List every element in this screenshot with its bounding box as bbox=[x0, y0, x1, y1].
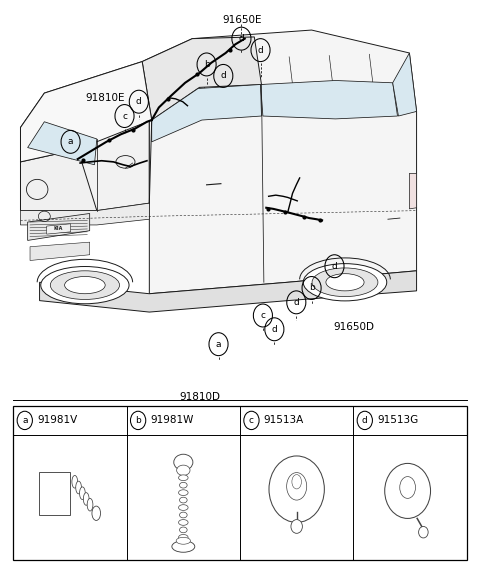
Circle shape bbox=[291, 520, 302, 533]
Text: 91810E: 91810E bbox=[85, 93, 124, 103]
Ellipse shape bbox=[179, 490, 188, 495]
Ellipse shape bbox=[172, 541, 195, 552]
Text: d: d bbox=[293, 298, 299, 307]
Polygon shape bbox=[142, 37, 262, 120]
Text: 91513G: 91513G bbox=[377, 415, 419, 426]
Text: 91650E: 91650E bbox=[223, 16, 262, 25]
Text: b: b bbox=[204, 60, 209, 69]
Ellipse shape bbox=[180, 527, 187, 533]
Text: 91810D: 91810D bbox=[179, 392, 220, 402]
Text: a: a bbox=[68, 137, 73, 146]
Ellipse shape bbox=[312, 268, 378, 297]
Text: c: c bbox=[249, 416, 254, 425]
Text: b: b bbox=[309, 283, 314, 293]
Ellipse shape bbox=[287, 472, 307, 500]
Text: 91981V: 91981V bbox=[37, 415, 77, 426]
Ellipse shape bbox=[176, 537, 191, 544]
Ellipse shape bbox=[80, 487, 85, 499]
Ellipse shape bbox=[92, 506, 100, 521]
Bar bbox=[13, 406, 467, 560]
Ellipse shape bbox=[180, 497, 187, 503]
Text: c: c bbox=[122, 112, 127, 120]
Polygon shape bbox=[30, 242, 90, 260]
Ellipse shape bbox=[303, 264, 387, 301]
Polygon shape bbox=[409, 173, 417, 209]
Ellipse shape bbox=[179, 475, 188, 480]
Ellipse shape bbox=[400, 476, 416, 498]
Polygon shape bbox=[152, 85, 262, 142]
Ellipse shape bbox=[180, 512, 187, 518]
Ellipse shape bbox=[87, 498, 93, 511]
Polygon shape bbox=[393, 53, 417, 116]
Text: 91513A: 91513A bbox=[264, 415, 304, 426]
Polygon shape bbox=[21, 62, 152, 162]
Ellipse shape bbox=[179, 505, 188, 510]
Polygon shape bbox=[21, 203, 149, 225]
Polygon shape bbox=[142, 30, 417, 120]
Ellipse shape bbox=[116, 156, 135, 168]
Text: d: d bbox=[332, 262, 337, 271]
Text: a: a bbox=[22, 416, 27, 425]
Polygon shape bbox=[28, 122, 97, 165]
Ellipse shape bbox=[50, 271, 120, 300]
Ellipse shape bbox=[326, 274, 364, 291]
Polygon shape bbox=[39, 271, 417, 312]
Text: 91981W: 91981W bbox=[151, 415, 194, 426]
Polygon shape bbox=[149, 85, 417, 294]
Ellipse shape bbox=[65, 276, 105, 294]
Text: c: c bbox=[261, 311, 265, 320]
Text: d: d bbox=[362, 416, 368, 425]
Polygon shape bbox=[21, 149, 97, 211]
Ellipse shape bbox=[72, 475, 78, 488]
Text: d: d bbox=[239, 34, 244, 43]
Ellipse shape bbox=[179, 535, 188, 540]
Polygon shape bbox=[28, 214, 90, 240]
Polygon shape bbox=[47, 224, 71, 234]
Ellipse shape bbox=[84, 492, 89, 505]
Circle shape bbox=[419, 526, 428, 538]
Circle shape bbox=[269, 456, 324, 522]
Ellipse shape bbox=[177, 465, 190, 475]
Ellipse shape bbox=[174, 454, 193, 470]
Text: b: b bbox=[135, 416, 141, 425]
Ellipse shape bbox=[76, 481, 82, 494]
Text: d: d bbox=[258, 46, 264, 55]
Text: 91650D: 91650D bbox=[333, 322, 374, 332]
Bar bbox=[39, 472, 70, 515]
Text: d: d bbox=[272, 325, 277, 334]
Polygon shape bbox=[21, 62, 149, 211]
Text: d: d bbox=[220, 71, 226, 81]
Text: d: d bbox=[136, 97, 142, 106]
Text: KIA: KIA bbox=[54, 226, 63, 232]
Ellipse shape bbox=[41, 267, 129, 304]
Circle shape bbox=[384, 464, 431, 518]
Ellipse shape bbox=[179, 520, 188, 525]
Ellipse shape bbox=[180, 482, 187, 488]
Text: a: a bbox=[216, 340, 221, 348]
Ellipse shape bbox=[292, 475, 301, 489]
Polygon shape bbox=[261, 81, 397, 119]
